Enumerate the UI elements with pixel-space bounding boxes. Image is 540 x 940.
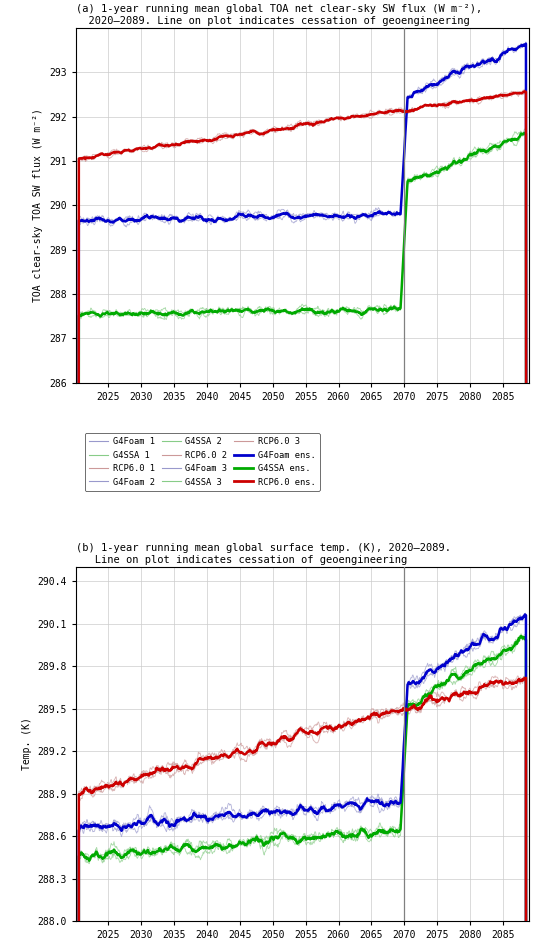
Text: (a) 1-year running mean global TOA net clear-sky SW flux (W m⁻²),
  2020–2089. L: (a) 1-year running mean global TOA net c… bbox=[76, 5, 482, 26]
Y-axis label: TOA clear-sky TOA SW flux (W m⁻²): TOA clear-sky TOA SW flux (W m⁻²) bbox=[33, 108, 43, 303]
Text: (b) 1-year running mean global surface temp. (K), 2020–2089.
   Line on plot ind: (b) 1-year running mean global surface t… bbox=[76, 543, 450, 565]
Legend: G4Foam 1, G4SSA 1, RCP6.0 1, G4Foam 2, G4SSA 2, RCP6.0 2, G4Foam 3, G4SSA 3, RCP: G4Foam 1, G4SSA 1, RCP6.0 1, G4Foam 2, G… bbox=[85, 433, 320, 491]
Y-axis label: Temp. (K): Temp. (K) bbox=[22, 717, 32, 771]
